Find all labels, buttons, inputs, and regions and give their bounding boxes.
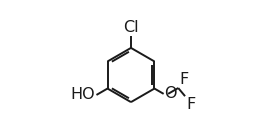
Text: HO: HO [71, 87, 95, 102]
Text: O: O [164, 86, 177, 101]
Text: F: F [186, 97, 195, 112]
Text: F: F [180, 72, 189, 87]
Text: Cl: Cl [123, 20, 139, 35]
